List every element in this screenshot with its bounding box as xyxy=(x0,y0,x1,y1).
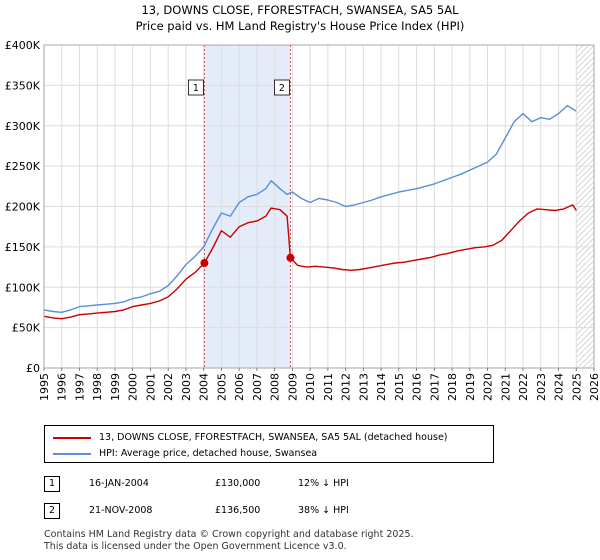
x-tick-label: 2013 xyxy=(357,373,370,401)
x-tick-label: 2001 xyxy=(144,373,157,401)
transaction-point xyxy=(200,259,209,268)
property-line-swatch xyxy=(53,437,91,439)
x-tick-label: 2004 xyxy=(198,373,211,401)
hpi-line-swatch xyxy=(53,453,91,455)
plot-frame xyxy=(43,44,595,369)
footer-line-1: Contains HM Land Registry data © Crown c… xyxy=(44,529,414,540)
x-tick-label: 1996 xyxy=(56,373,69,401)
x-tick-label: 2010 xyxy=(304,373,317,401)
x-tick-label: 2019 xyxy=(464,373,477,401)
transaction-hpi-diff: 38% ↓ HPI xyxy=(298,505,349,516)
y-tick-label: £400K xyxy=(5,39,41,52)
transaction-hpi-diff: 12% ↓ HPI xyxy=(298,478,349,489)
x-tick-label: 1999 xyxy=(109,373,122,401)
x-tick-label: 2009 xyxy=(286,373,299,401)
x-tick-label: 2018 xyxy=(446,373,459,401)
x-tick-label: 1998 xyxy=(91,373,104,401)
x-tick-label: 2007 xyxy=(251,373,264,401)
x-tick-label: 2020 xyxy=(482,373,495,401)
x-tick-label: 2006 xyxy=(233,373,246,401)
price-chart: 13, DOWNS CLOSE, FFORESTFACH, SWANSEA, S… xyxy=(5,3,600,401)
transaction-price: £130,000 xyxy=(215,478,261,489)
transaction-label: 2 xyxy=(279,83,285,94)
x-tick-label: 2015 xyxy=(393,373,406,401)
x-tick-label: 2012 xyxy=(340,373,353,401)
footer-attribution: Contains HM Land Registry data © Crown c… xyxy=(44,529,414,553)
y-tick-label: £250K xyxy=(5,160,41,173)
x-tick-label: 1997 xyxy=(73,373,86,401)
x-tick-label: 1995 xyxy=(38,373,51,401)
x-tick-label: 2011 xyxy=(322,373,335,401)
x-tick-label: 2016 xyxy=(411,373,424,401)
transaction-label-box xyxy=(187,79,204,96)
x-tick-label: 2023 xyxy=(535,373,548,401)
transaction-point xyxy=(286,253,295,262)
x-tick-label: 2021 xyxy=(499,373,512,401)
x-tick-label: 2022 xyxy=(517,373,530,401)
x-tick-label: 2005 xyxy=(215,373,228,401)
transaction-label-box xyxy=(274,79,290,96)
y-tick-label: £150K xyxy=(5,241,41,254)
legend-hpi-label: HPI: Average price, detached house, Swan… xyxy=(99,448,318,459)
legend-property-label: 13, DOWNS CLOSE, FFORESTFACH, SWANSEA, S… xyxy=(99,432,448,443)
transaction-marker-1: 1 xyxy=(44,476,60,492)
hpi-series-line xyxy=(43,104,577,313)
transaction-label: 1 xyxy=(193,83,199,94)
y-tick-label: £100K xyxy=(5,281,41,294)
transaction-price: £136,500 xyxy=(215,505,261,516)
x-tick-label: 2002 xyxy=(162,373,175,401)
x-tick-label: 2000 xyxy=(127,373,140,401)
transaction-marker-2: 2 xyxy=(44,503,60,519)
y-tick-label: £300K xyxy=(5,120,41,133)
x-tick-label: 2017 xyxy=(428,373,441,401)
y-tick-label: £50K xyxy=(12,322,41,335)
footer-line-2: This data is licensed under the Open Gov… xyxy=(44,541,347,552)
x-tick-label: 2025 xyxy=(570,373,583,401)
y-tick-label: £350K xyxy=(5,79,41,92)
y-tick-label: £0 xyxy=(26,362,40,375)
x-tick-label: 2008 xyxy=(269,373,282,401)
chart-title: 13, DOWNS CLOSE, FFORESTFACH, SWANSEA, S… xyxy=(141,3,459,17)
chart-legend: 13, DOWNS CLOSE, FFORESTFACH, SWANSEA, S… xyxy=(44,425,494,463)
property-series-line xyxy=(43,204,577,320)
x-tick-label: 2026 xyxy=(588,373,600,401)
transaction-date: 16-JAN-2004 xyxy=(89,478,149,489)
x-tick-label: 2024 xyxy=(553,373,566,401)
chart-subtitle: Price paid vs. HM Land Registry's House … xyxy=(136,19,465,33)
y-tick-label: £200K xyxy=(5,201,41,214)
x-tick-label: 2003 xyxy=(180,373,193,401)
x-tick-label: 2014 xyxy=(375,373,388,401)
transaction-date: 21-NOV-2008 xyxy=(89,505,153,516)
